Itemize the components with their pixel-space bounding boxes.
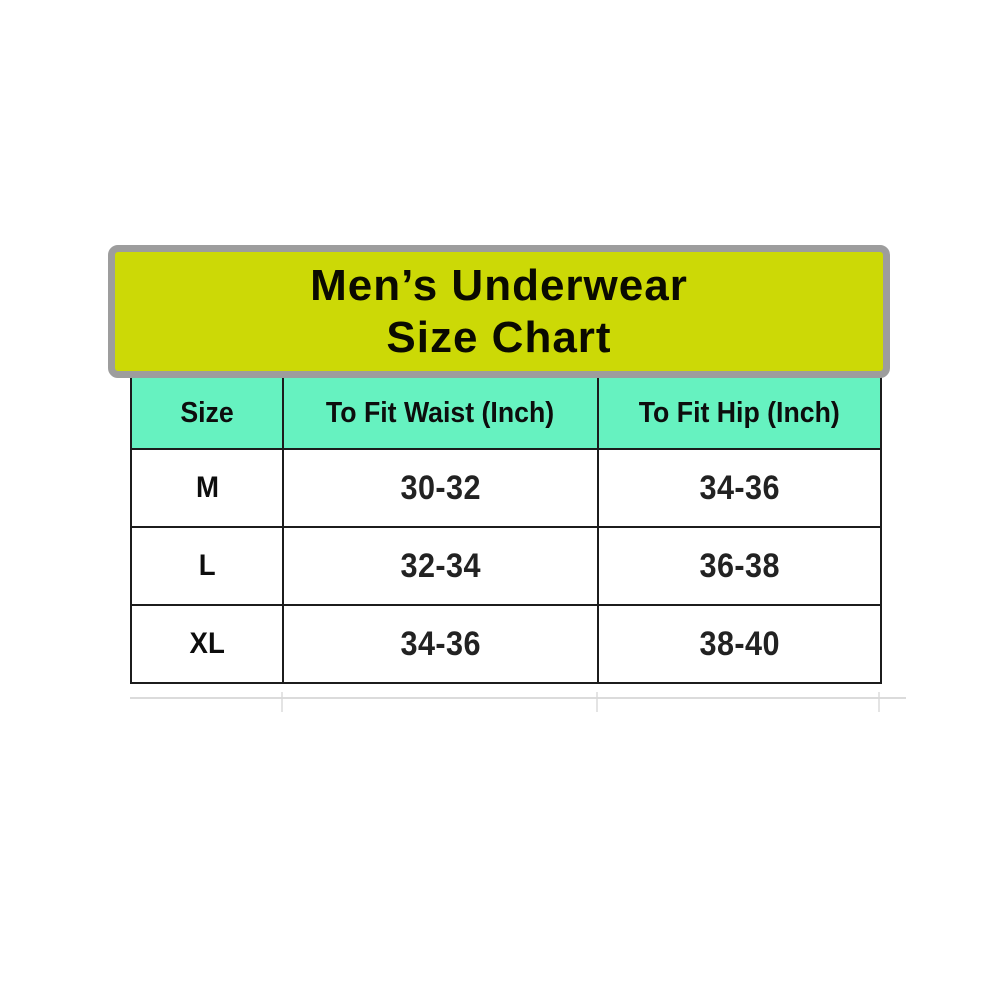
waist-value-xl: 34-36 — [282, 604, 599, 684]
hip-value-xl: 38-40 — [597, 604, 882, 684]
waist-value-l-label: 32-34 — [400, 546, 481, 585]
waist-value-xl-label: 34-36 — [400, 624, 481, 663]
size-value-xl: XL — [130, 604, 284, 684]
column-header-size-label: Size — [180, 396, 234, 429]
table-row: L 32-34 36-38 — [130, 526, 882, 606]
table-row: XL 34-36 38-40 — [130, 604, 882, 684]
size-value-l: L — [130, 526, 284, 606]
hip-value-l-label: 36-38 — [699, 546, 780, 585]
column-header-waist-label: To Fit Waist (Inch) — [326, 396, 555, 429]
size-value-l-label: L — [198, 549, 216, 582]
size-value-m: M — [130, 448, 284, 528]
page-title-line-2: Size Chart — [386, 312, 612, 362]
size-value-m-label: M — [195, 471, 219, 504]
column-header-waist: To Fit Waist (Inch) — [282, 376, 599, 450]
table-row: M 30-32 34-36 — [130, 448, 882, 528]
waist-value-m: 30-32 — [282, 448, 599, 528]
scan-artifact-stub — [596, 692, 598, 712]
page-title-line-1: Men’s Underwear — [310, 260, 688, 310]
scan-artifact-stub — [878, 692, 880, 712]
column-header-hip: To Fit Hip (Inch) — [597, 376, 882, 450]
hip-value-m: 34-36 — [597, 448, 882, 528]
size-value-xl-label: XL — [189, 627, 225, 660]
size-chart-table: Size To Fit Waist (Inch) To Fit Hip (Inc… — [130, 376, 882, 684]
waist-value-m-label: 30-32 — [400, 468, 481, 507]
title-banner: Men’s Underwear Size Chart — [108, 245, 890, 378]
waist-value-l: 32-34 — [282, 526, 599, 606]
column-header-hip-label: To Fit Hip (Inch) — [638, 396, 841, 429]
hip-value-l: 36-38 — [597, 526, 882, 606]
scan-artifact-stub — [281, 692, 283, 712]
column-header-size: Size — [130, 376, 284, 450]
hip-value-xl-label: 38-40 — [699, 624, 780, 663]
scan-artifact-line — [130, 697, 906, 699]
table-header-row: Size To Fit Waist (Inch) To Fit Hip (Inc… — [130, 376, 882, 450]
hip-value-m-label: 34-36 — [699, 468, 780, 507]
